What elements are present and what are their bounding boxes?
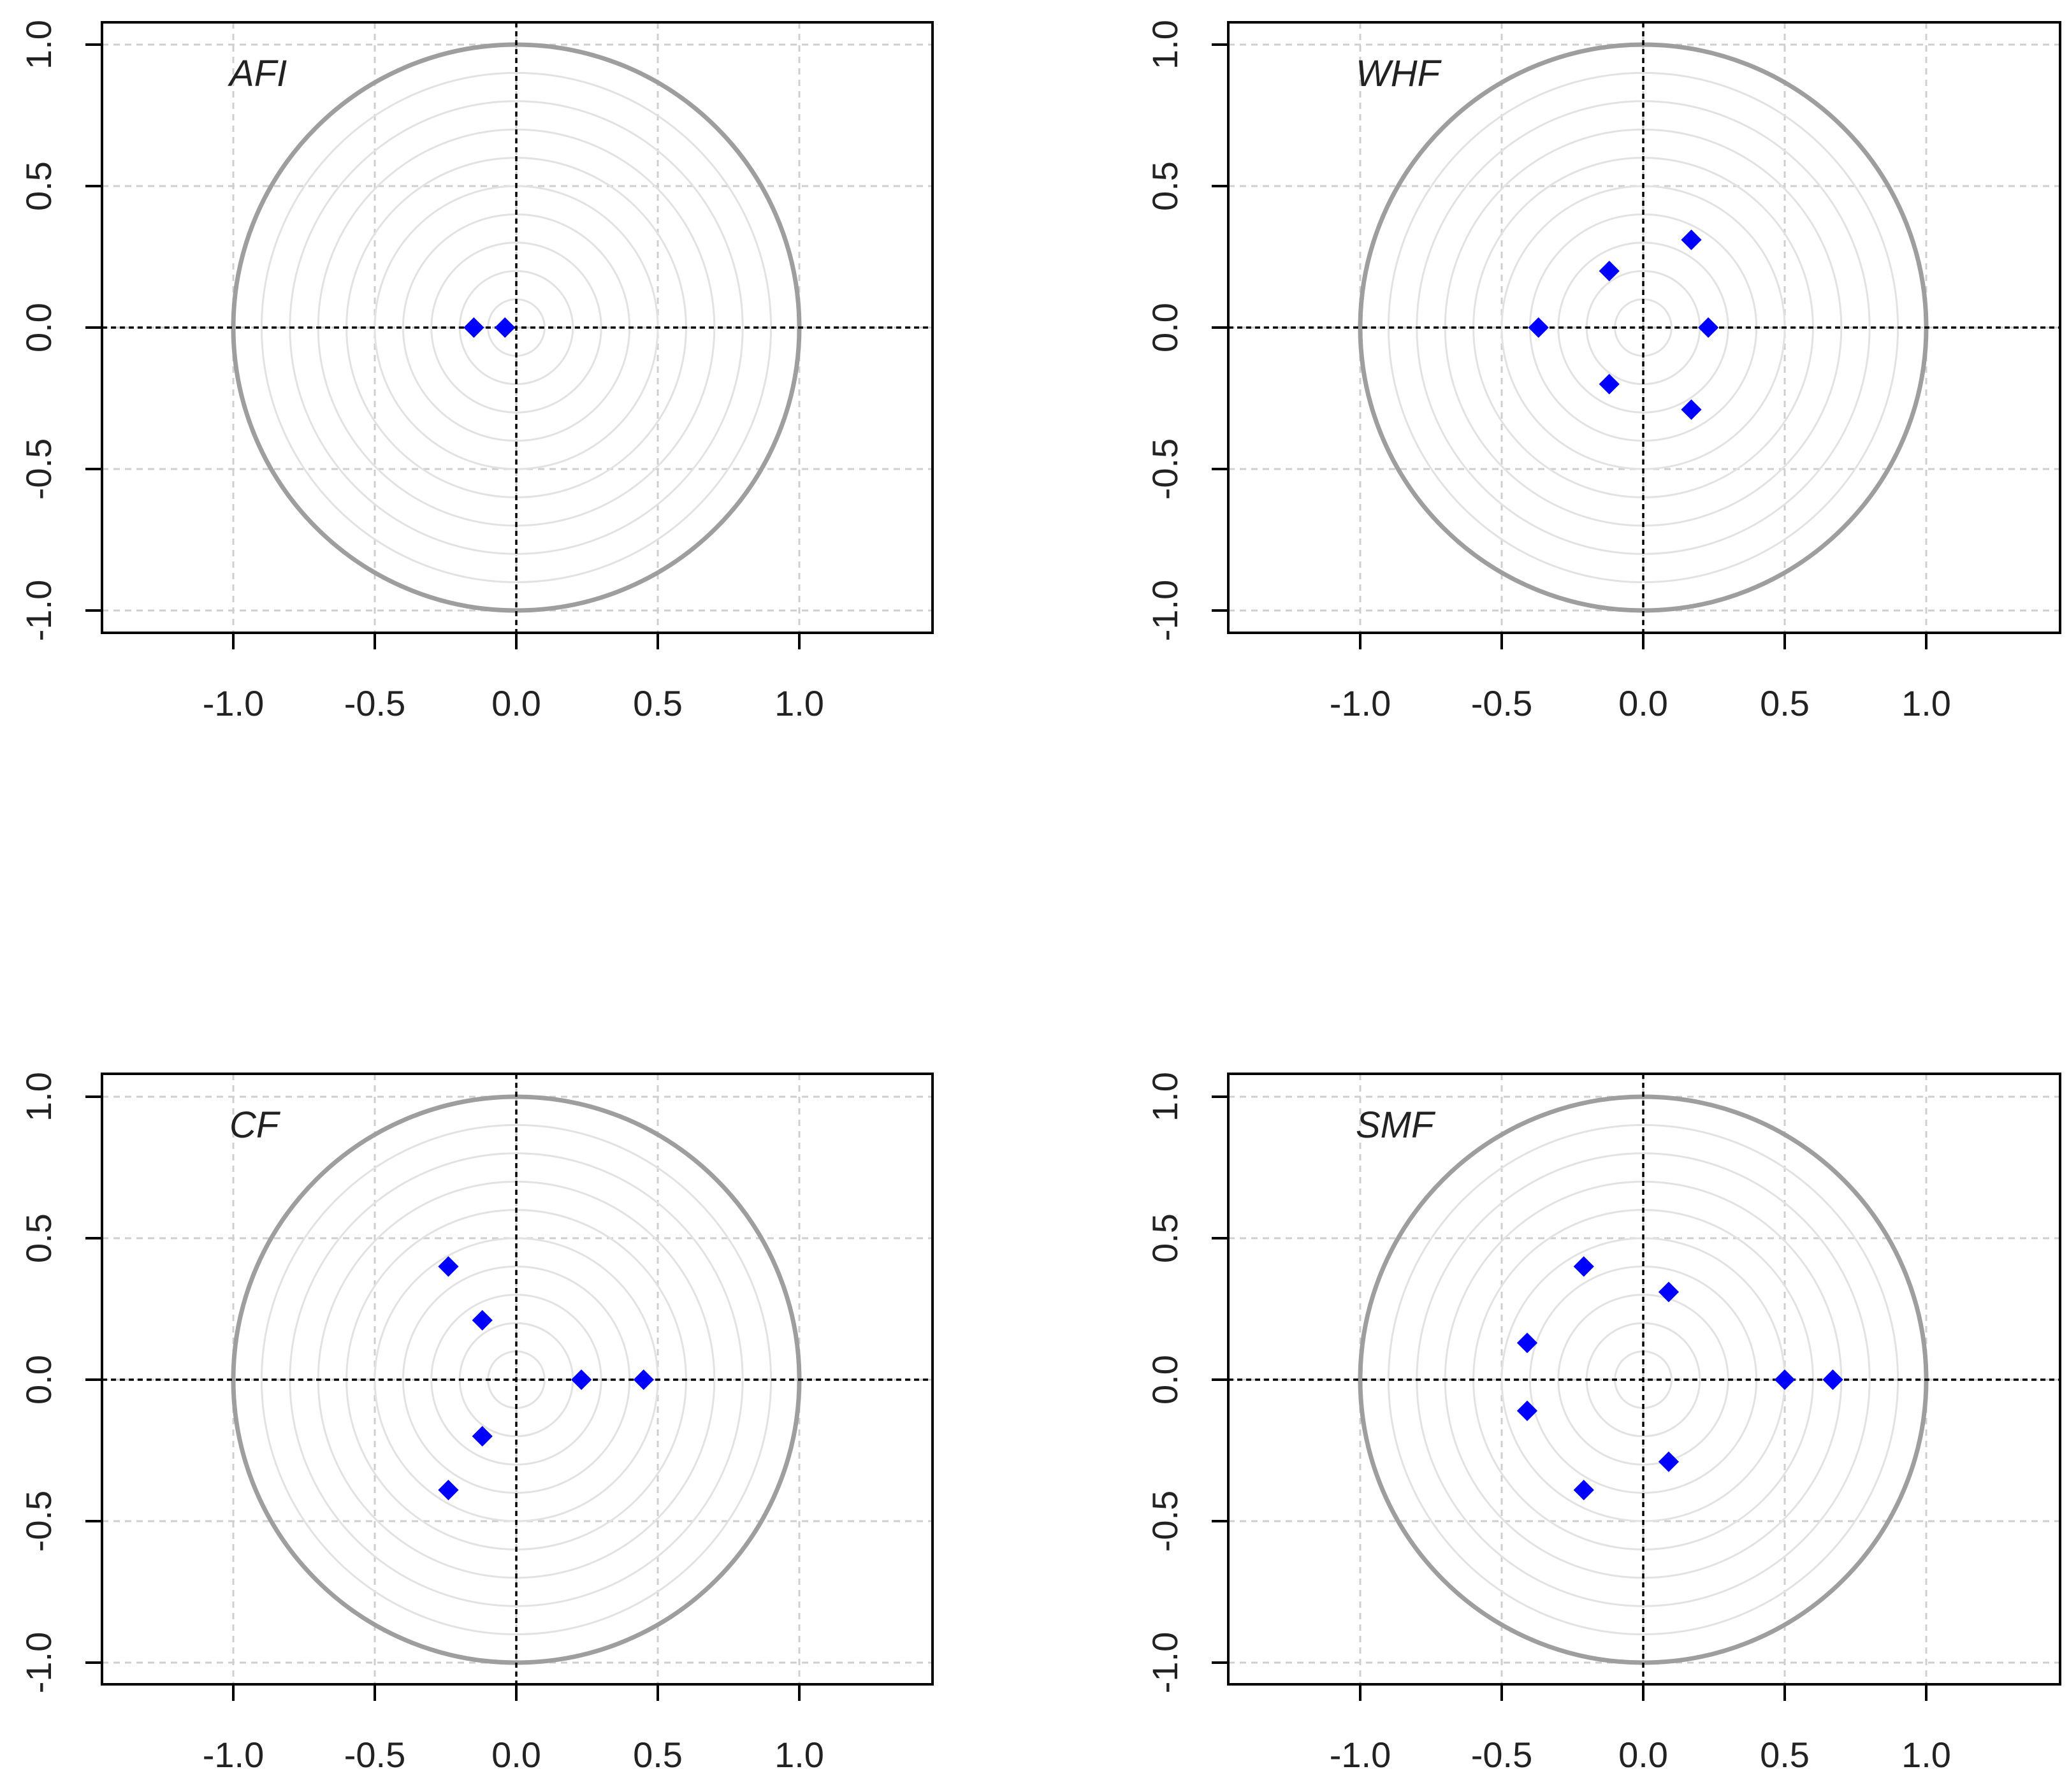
y-tick-label: 0.5 [18, 1213, 59, 1263]
data-point-2 [1697, 317, 1719, 338]
plot-area [1228, 1074, 2060, 1684]
data-point-1 [1774, 1369, 1796, 1391]
x-tick-label: -1.0 [1330, 1735, 1391, 1775]
y-tick-label: -1.0 [1145, 580, 1185, 642]
y-tick-label: -0.5 [1145, 438, 1185, 500]
y-tick-label: 0.0 [18, 303, 59, 352]
x-tick-label: 1.0 [774, 683, 824, 723]
inner-circle [430, 242, 602, 414]
x-tick-label: 0.0 [1618, 1735, 1668, 1775]
x-tick-label: -0.5 [1471, 1735, 1533, 1775]
data-point-3 [1599, 261, 1620, 282]
chart-panel-smf: -1.0 -0.5 0.0 0.5 1.0 -1.0 -0.5 0.0 0.5 1.0 SMF [1145, 1072, 2061, 1775]
data-point-5 [472, 1310, 493, 1331]
data-point-2 [633, 1369, 654, 1391]
x-tick-label: -0.5 [1471, 683, 1533, 723]
x-tick-label: -0.5 [344, 1735, 406, 1775]
y-tick-label: 0.0 [1145, 303, 1185, 352]
data-point-7 [1516, 1333, 1538, 1354]
x-tick-label: 0.5 [633, 683, 683, 723]
y-tick-label: -1.0 [18, 1632, 59, 1694]
x-tick-label: -1.0 [203, 683, 265, 723]
data-point-1 [1528, 317, 1549, 338]
data-point-8 [1516, 1400, 1538, 1421]
y-tick-label: 0.0 [1145, 1355, 1185, 1405]
chart-panel-cf: -1.0 -0.5 0.0 0.5 1.0 -1.0 -0.5 0.0 0.5 1.0 CF [18, 1072, 934, 1775]
x-tick-label: -0.5 [344, 683, 406, 723]
data-point-3 [1573, 1256, 1594, 1277]
y-tick-label: 1.0 [1145, 20, 1185, 69]
x-tick-label: -1.0 [1330, 683, 1391, 723]
data-point-5 [1681, 229, 1702, 250]
data-point-4 [1573, 1480, 1594, 1501]
y-tick-label: 0.5 [1145, 161, 1185, 211]
y-tick-label: 0.0 [18, 1355, 59, 1405]
plot-area [1228, 22, 2060, 633]
x-tick-label: 0.5 [633, 1735, 683, 1775]
inner-circle [260, 71, 773, 584]
data-point-1 [570, 1369, 592, 1391]
x-tick-label: 1.0 [1901, 1735, 1951, 1775]
x-tick-label: 0.0 [1618, 683, 1668, 723]
chart-panel-afi: -1.0 -0.5 0.0 0.5 1.0 -1.0 -0.5 0.0 0.5 1.0 AFI [18, 20, 934, 723]
x-tick-label: 0.0 [491, 1735, 541, 1775]
data-point-3 [438, 1256, 459, 1277]
data-point-1 [463, 317, 484, 338]
y-tick-label: 0.5 [18, 161, 59, 211]
x-tick-label: 1.0 [1901, 683, 1951, 723]
y-tick-label: -0.5 [18, 438, 59, 500]
y-tick-label: -0.5 [18, 1491, 59, 1552]
x-tick-label: -1.0 [203, 1735, 265, 1775]
y-tick-label: 1.0 [1145, 1072, 1185, 1122]
panel-label: CF [229, 1104, 281, 1146]
y-tick-label: -1.0 [18, 580, 59, 642]
y-tick-label: -1.0 [1145, 1632, 1185, 1694]
x-tick-label: 1.0 [774, 1735, 824, 1775]
y-tick-label: 0.5 [1145, 1213, 1185, 1263]
data-point-2 [495, 317, 516, 338]
x-tick-label: 0.0 [491, 683, 541, 723]
y-tick-label: -0.5 [1145, 1491, 1185, 1552]
y-tick-label: 1.0 [18, 1072, 59, 1122]
data-point-6 [1681, 399, 1702, 420]
data-point-6 [472, 1426, 493, 1447]
chart-panel-whf: -1.0 -0.5 0.0 0.5 1.0 -1.0 -0.5 0.0 0.5 1.0 WHF [1145, 20, 2061, 723]
panel-label: SMF [1356, 1104, 1436, 1146]
y-tick-label: 1.0 [18, 20, 59, 69]
panel-label: WHF [1356, 53, 1442, 94]
inner-circle [260, 1124, 773, 1636]
panel-label: AFI [228, 53, 287, 94]
data-point-2 [1822, 1369, 1843, 1391]
data-point-5 [1658, 1282, 1680, 1303]
plot-area [102, 1074, 933, 1684]
x-tick-label: 0.5 [1760, 683, 1810, 723]
data-point-6 [1658, 1451, 1680, 1472]
inner-circle [430, 1294, 602, 1466]
plot-area [102, 22, 933, 633]
data-point-4 [438, 1480, 459, 1501]
x-tick-label: 0.5 [1760, 1735, 1810, 1775]
data-point-4 [1599, 373, 1620, 394]
